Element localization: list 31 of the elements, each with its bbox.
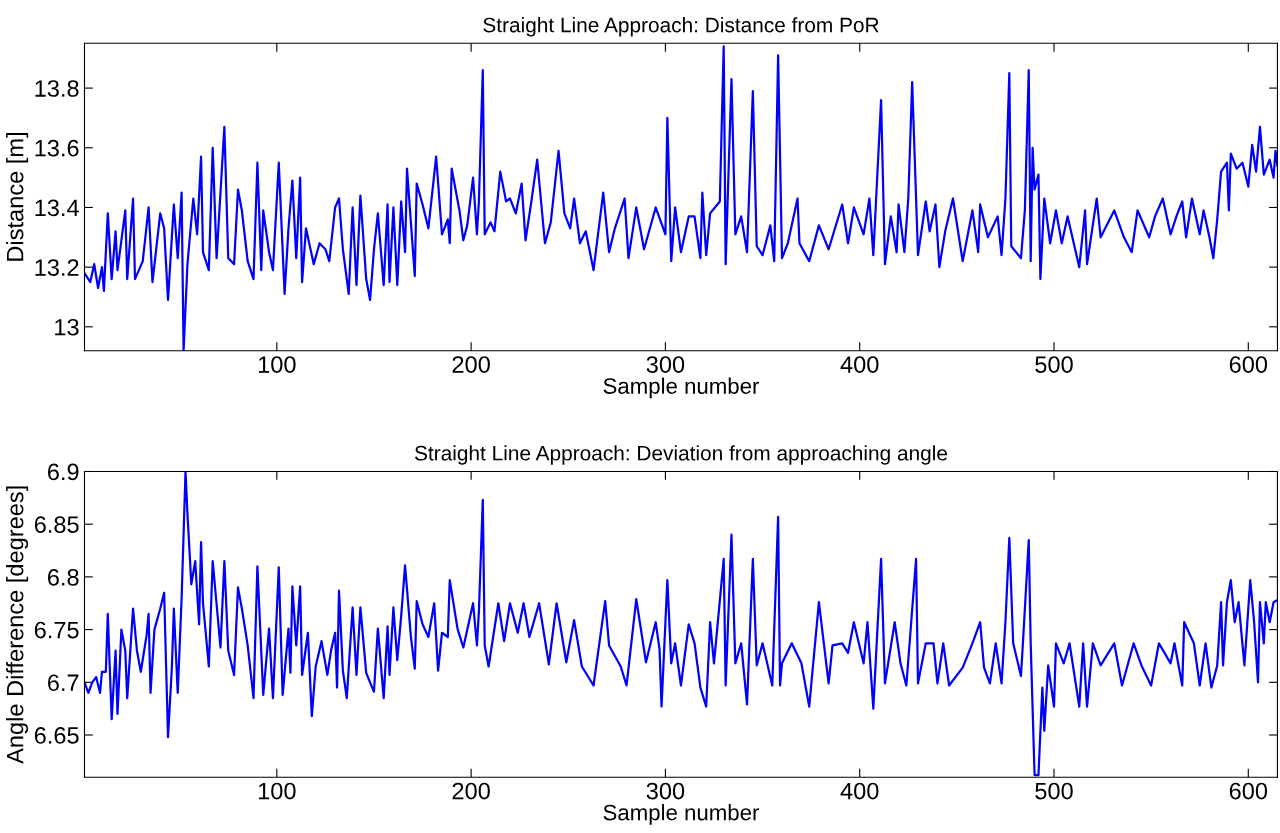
y-tick-label: 6.85 [34,516,79,533]
x-tick-label: 100 [258,356,296,373]
y-tick-label: 6.75 [34,621,79,639]
x-tick-label: 500 [1035,782,1073,800]
x-tick-label: 200 [452,356,490,373]
line-series [84,471,1278,777]
y-tick-label: 13.2 [35,259,79,276]
x-axis-title: Sample number [603,377,760,399]
x-tick-label: 600 [1229,356,1268,373]
x-tick-label: 200 [452,782,490,800]
y-tick-label: 6.9 [48,463,79,481]
x-tick-label: 400 [840,782,879,800]
x-tick-label: 100 [258,782,296,800]
y-axis-title: Distance [m] [6,133,29,261]
line-series [84,45,1278,351]
y-tick-label: 13.8 [35,80,79,97]
y-tick-label: 13.4 [35,199,79,217]
x-tick-label: 300 [646,782,685,800]
x-tick-label: 600 [1229,782,1268,800]
x-tick-label: 300 [646,356,685,373]
y-axis-title: Angle Difference [degrees] [6,486,29,764]
y-tick-label: 13.6 [35,139,79,157]
y-tick-label: 6.8 [48,568,79,586]
x-axis-title: Sample number [603,804,760,825]
x-tick-label: 500 [1035,356,1073,373]
y-tick-label: 6.65 [34,727,79,744]
chart-title: Straight Line Approach: Deviation from approaching angle [414,445,948,465]
x-tick-label: 400 [840,356,879,373]
y-tick-label: 6.7 [48,674,79,692]
chart-title: Straight Line Approach: Distance from PoR [483,17,879,37]
y-tick-label: 13 [55,318,79,336]
